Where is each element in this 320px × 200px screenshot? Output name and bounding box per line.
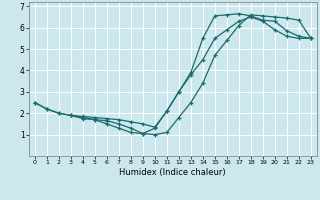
X-axis label: Humidex (Indice chaleur): Humidex (Indice chaleur) <box>119 168 226 177</box>
